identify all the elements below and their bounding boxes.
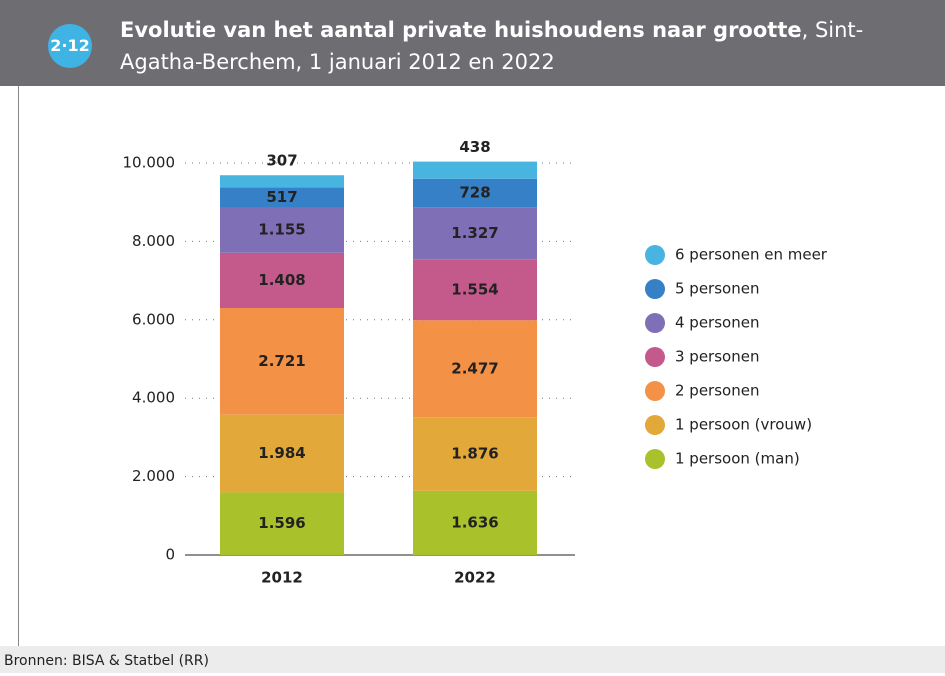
data-label: 307: [266, 152, 297, 170]
bar-segment: [220, 414, 344, 493]
x-tick-label: 2022: [454, 569, 496, 587]
legend-label: 5 personen: [675, 280, 759, 298]
bar-segment: [220, 308, 344, 415]
bar-segment: [220, 492, 344, 555]
bar-segment: [220, 187, 344, 208]
legend-label: 1 persoon (vrouw): [675, 416, 812, 434]
badge: 2·12: [48, 24, 92, 68]
legend-label: 1 persoon (man): [675, 450, 800, 468]
data-label: 1.984: [258, 444, 305, 462]
chart-title: Evolutie van het aantal private huishoud…: [120, 18, 802, 42]
legend-swatch: [645, 313, 665, 333]
source: Bronnen: BISA & Statbel (RR): [0, 646, 945, 673]
legend-swatch: [645, 449, 665, 469]
data-label: 517: [266, 188, 297, 206]
bar-segment: [413, 417, 537, 491]
data-label: 1.327: [451, 224, 498, 242]
data-label: 438: [459, 138, 490, 156]
y-tick-label: 4.000: [132, 389, 175, 407]
legend-label: 3 personen: [675, 348, 759, 366]
bar-segment: [220, 175, 344, 188]
legend-swatch: [645, 415, 665, 435]
bar-segment: [413, 207, 537, 260]
legend-label: 2 personen: [675, 382, 759, 400]
legend-label: 6 personen en meer: [675, 246, 828, 264]
data-label: 1.155: [258, 221, 305, 239]
legend-swatch: [645, 245, 665, 265]
y-tick-label: 0: [165, 546, 175, 564]
data-label: 1.876: [451, 445, 498, 463]
x-tick-label: 2012: [261, 569, 303, 587]
bar-segment: [413, 259, 537, 321]
header: 2·12 Evolutie van het aantal private hui…: [0, 0, 945, 86]
data-label: 1.408: [258, 271, 305, 289]
bar-segment: [413, 490, 537, 555]
bar-segment: [220, 252, 344, 309]
data-label: 2.721: [258, 352, 305, 370]
legend-swatch: [645, 347, 665, 367]
bar-segment: [413, 320, 537, 418]
y-tick-label: 10.000: [123, 154, 176, 172]
chart-subtitle: , Sint-Agatha-Berchem, 1 januari 2012 en…: [120, 18, 864, 74]
legend-swatch: [645, 381, 665, 401]
y-tick-label: 8.000: [132, 232, 175, 250]
y-tick-label: 2.000: [132, 467, 175, 485]
data-label: 1.554: [451, 280, 498, 298]
y-tick-label: 6.000: [132, 310, 175, 328]
bar-segment: [413, 178, 537, 208]
data-label: 728: [459, 184, 490, 202]
legend-swatch: [645, 279, 665, 299]
bar-segment: [220, 207, 344, 253]
title-block: Evolutie van het aantal private huishoud…: [120, 14, 910, 78]
data-label: 1.636: [451, 513, 498, 531]
legend-label: 4 personen: [675, 314, 759, 332]
data-label: 2.477: [451, 359, 498, 377]
data-label: 1.596: [258, 514, 305, 532]
bar-segment: [413, 161, 537, 179]
